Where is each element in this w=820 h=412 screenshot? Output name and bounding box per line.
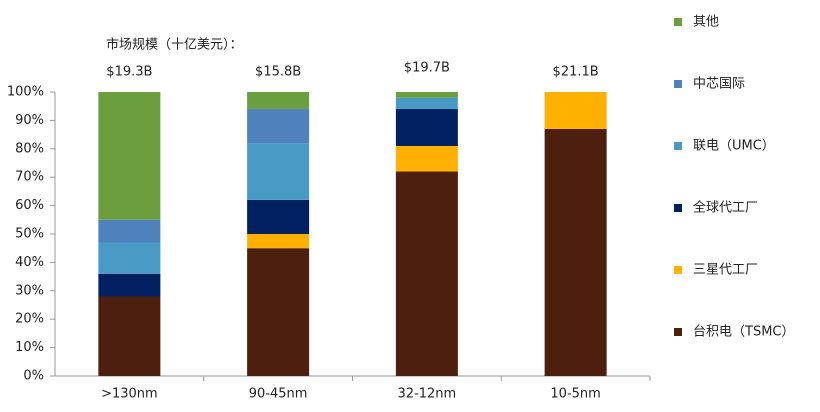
bar-segment [544,128,607,376]
bar-segment [395,145,458,172]
legend-swatch [674,204,682,212]
bar-segment [98,219,161,243]
x-tick-label: 32-12nm [398,387,457,402]
y-tick-label: 40% [15,255,44,270]
y-tick-label: 0% [23,369,44,384]
legend-swatch [674,80,682,88]
y-tick-label: 90% [15,113,44,128]
legend-swatch [674,18,682,26]
bar-segment [247,109,310,144]
bar-segment [395,97,458,110]
bar-segment [395,171,458,376]
legend-swatch [674,142,682,150]
x-tick-label: 90-45nm [249,387,308,402]
x-tick-label: >130nm [101,387,158,402]
legend-label: 全球代工厂 [693,200,758,216]
bar-segment [247,199,310,234]
bar-segment [98,92,161,220]
legend-label: 台积电（TSMC） [693,325,795,340]
bar-segment [247,143,310,200]
legend-label: 中芯国际 [693,77,745,92]
bar-segment [247,248,310,376]
legend-label: 联电（UMC） [693,139,775,154]
market-size-label: $19.7B [404,61,450,76]
y-tick-label: 20% [15,312,44,327]
bar-segment [247,234,310,249]
legend-swatch [674,266,682,274]
market-size-label: $21.1B [553,65,599,80]
bar-segment [544,92,607,129]
bar-segment [98,296,161,376]
y-tick-label: 100% [7,85,44,100]
bar-segment [395,92,458,98]
y-tick-label: 80% [15,141,44,156]
bar-segment [395,109,458,146]
y-tick-label: 30% [15,283,44,298]
bar-segment [247,92,310,110]
legend-label: 三星代工厂 [693,263,758,278]
y-tick-label: 70% [15,170,44,185]
market-size-label: $19.3B [106,65,152,80]
chart-subtitle: 市场规模（十亿美元）： [106,37,243,53]
bar-segment [98,273,161,297]
bar-segment [98,242,161,274]
y-tick-label: 60% [15,198,44,213]
market-size-label: $15.8B [255,65,301,80]
y-tick-label: 50% [15,227,44,242]
legend-label: 其他 [693,15,719,30]
y-tick-label: 10% [15,340,44,355]
legend-swatch [674,328,682,336]
x-tick-label: 10-5nm [550,387,600,402]
